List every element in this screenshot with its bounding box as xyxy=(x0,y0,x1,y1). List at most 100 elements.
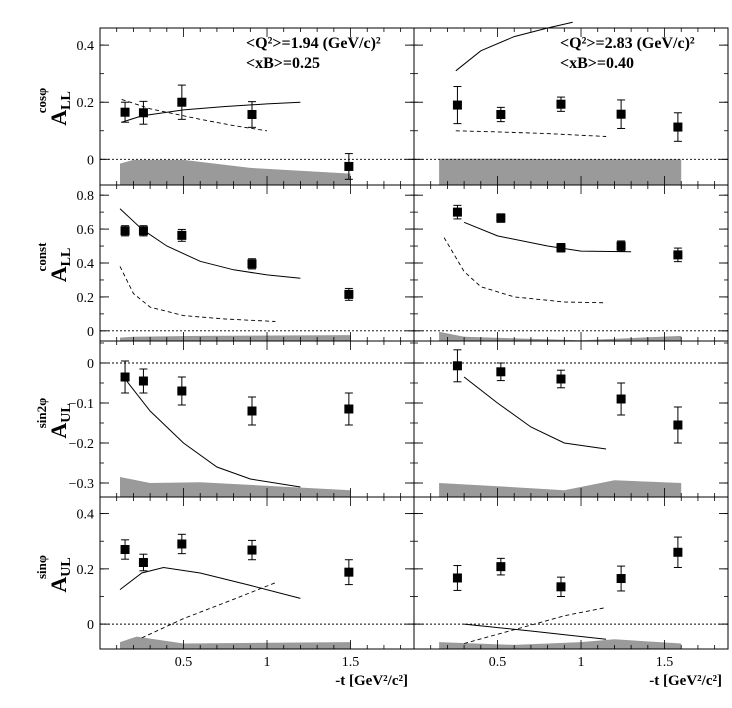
model-curve-solid xyxy=(464,623,607,640)
data-point xyxy=(138,226,148,236)
data-point xyxy=(556,99,566,109)
model-curve-dashed xyxy=(463,607,607,644)
data-point xyxy=(496,109,506,119)
data-point xyxy=(344,161,354,171)
y-label-sub: UL xyxy=(59,403,74,422)
data-point xyxy=(120,226,130,236)
data-point xyxy=(247,259,257,269)
data-point xyxy=(247,406,257,416)
y-label-main: A xyxy=(46,266,71,282)
y-tick-label: 0.2 xyxy=(77,291,95,306)
x-tick-label: 0.5 xyxy=(489,655,507,670)
model-curve-solid xyxy=(455,21,573,72)
systematic-band xyxy=(120,636,351,649)
data-point xyxy=(177,386,187,396)
model-curve-dashed xyxy=(141,582,276,639)
panel-frame xyxy=(99,184,415,342)
data-point xyxy=(673,547,683,557)
systematic-band xyxy=(120,335,351,341)
panel-r3-c0: 0 0.2 0.4 xyxy=(77,496,415,650)
y-axis-label: ALL xyxy=(46,91,74,126)
y-tick-label: 0 xyxy=(87,357,94,372)
data-point xyxy=(616,109,626,119)
model-curve-dashed xyxy=(443,237,607,304)
header-right-xb: <xB>=0.40 xyxy=(560,55,634,72)
model-curve-solid xyxy=(119,566,301,599)
data-point xyxy=(452,100,462,110)
panel-frame xyxy=(413,496,729,650)
systematic-band xyxy=(439,480,682,497)
data-point xyxy=(556,243,566,253)
systematic-band xyxy=(439,331,682,341)
data-point xyxy=(496,367,506,377)
data-point xyxy=(616,394,626,404)
model-curve-dashed xyxy=(119,266,276,322)
y-axis-label: AUL xyxy=(46,557,74,592)
panel-frame xyxy=(99,496,415,650)
data-point xyxy=(452,207,462,217)
data-point xyxy=(556,374,566,384)
systematic-band xyxy=(120,477,351,497)
y-axis-label: ALL xyxy=(46,248,74,283)
x-tick-label: 1.5 xyxy=(342,655,360,670)
data-point xyxy=(344,404,354,414)
y-label-sup: const xyxy=(34,242,49,272)
x-tick-label: 1 xyxy=(578,655,585,670)
data-point xyxy=(452,361,462,371)
data-point xyxy=(616,574,626,584)
data-point xyxy=(673,122,683,132)
model-curve-solid xyxy=(463,221,632,253)
y-label-sub: LL xyxy=(59,248,74,267)
model-curve-dashed xyxy=(455,130,607,137)
header-left-q2: <Q²>=1.94 (GeV/c)² xyxy=(246,35,381,52)
y-tick-label: 0.6 xyxy=(77,223,95,238)
data-point xyxy=(616,241,626,251)
y-tick-label: 0.4 xyxy=(77,257,95,272)
data-point xyxy=(138,376,148,386)
panel-r3-c1 xyxy=(413,496,729,650)
data-point xyxy=(120,107,130,117)
data-point xyxy=(120,545,130,555)
model-curve-solid xyxy=(463,376,607,450)
model-curve-dashed xyxy=(121,98,268,132)
y-label-main: A xyxy=(46,423,71,439)
y-label-sub: UL xyxy=(59,557,74,576)
model-curve-solid xyxy=(121,101,301,123)
x-tick-label: 1.5 xyxy=(656,655,674,670)
x-tick-label: 1 xyxy=(264,655,271,670)
y-tick-label: 0 xyxy=(87,153,94,168)
data-point xyxy=(344,567,354,577)
data-point xyxy=(177,539,187,549)
data-point xyxy=(177,97,187,107)
x-axis-title: -t [GeV²/c²] xyxy=(649,673,722,689)
panel-r2-c1 xyxy=(413,340,729,498)
y-tick-label: 0 xyxy=(87,618,94,633)
model-curve-solid xyxy=(119,208,301,279)
y-tick-label: 0 xyxy=(87,325,94,340)
header-right-q2: <Q²>=2.83 (GeV/c)² xyxy=(560,35,695,52)
data-point xyxy=(344,289,354,299)
y-axis-label: AUL xyxy=(46,403,74,438)
y-label-sup: sinφ xyxy=(34,555,49,579)
model-curve-solid xyxy=(124,378,301,488)
y-label-main: A xyxy=(46,110,71,126)
y-label-sup: cosφ xyxy=(34,88,49,113)
y-label-sub: LL xyxy=(59,91,74,110)
y-tick-label: −0.3 xyxy=(69,477,94,492)
header-left-xb: <xB>=0.25 xyxy=(246,55,320,72)
data-point xyxy=(496,562,506,572)
data-point xyxy=(138,557,148,567)
x-axis-title: -t [GeV²/c²] xyxy=(335,673,408,689)
data-point xyxy=(452,573,462,583)
y-tick-label: 0.4 xyxy=(77,508,95,523)
data-point xyxy=(496,213,506,223)
systematic-band xyxy=(439,158,682,185)
data-point xyxy=(247,545,257,555)
panel-r0-c0: 0 0.2 0.4 xyxy=(77,27,415,186)
data-point xyxy=(120,372,130,382)
panel-r1-c1 xyxy=(413,184,729,342)
data-point xyxy=(556,582,566,592)
data-point xyxy=(138,108,148,118)
panel-r1-c0: 0 0.2 0.4 0.6 0.8 xyxy=(77,184,415,342)
